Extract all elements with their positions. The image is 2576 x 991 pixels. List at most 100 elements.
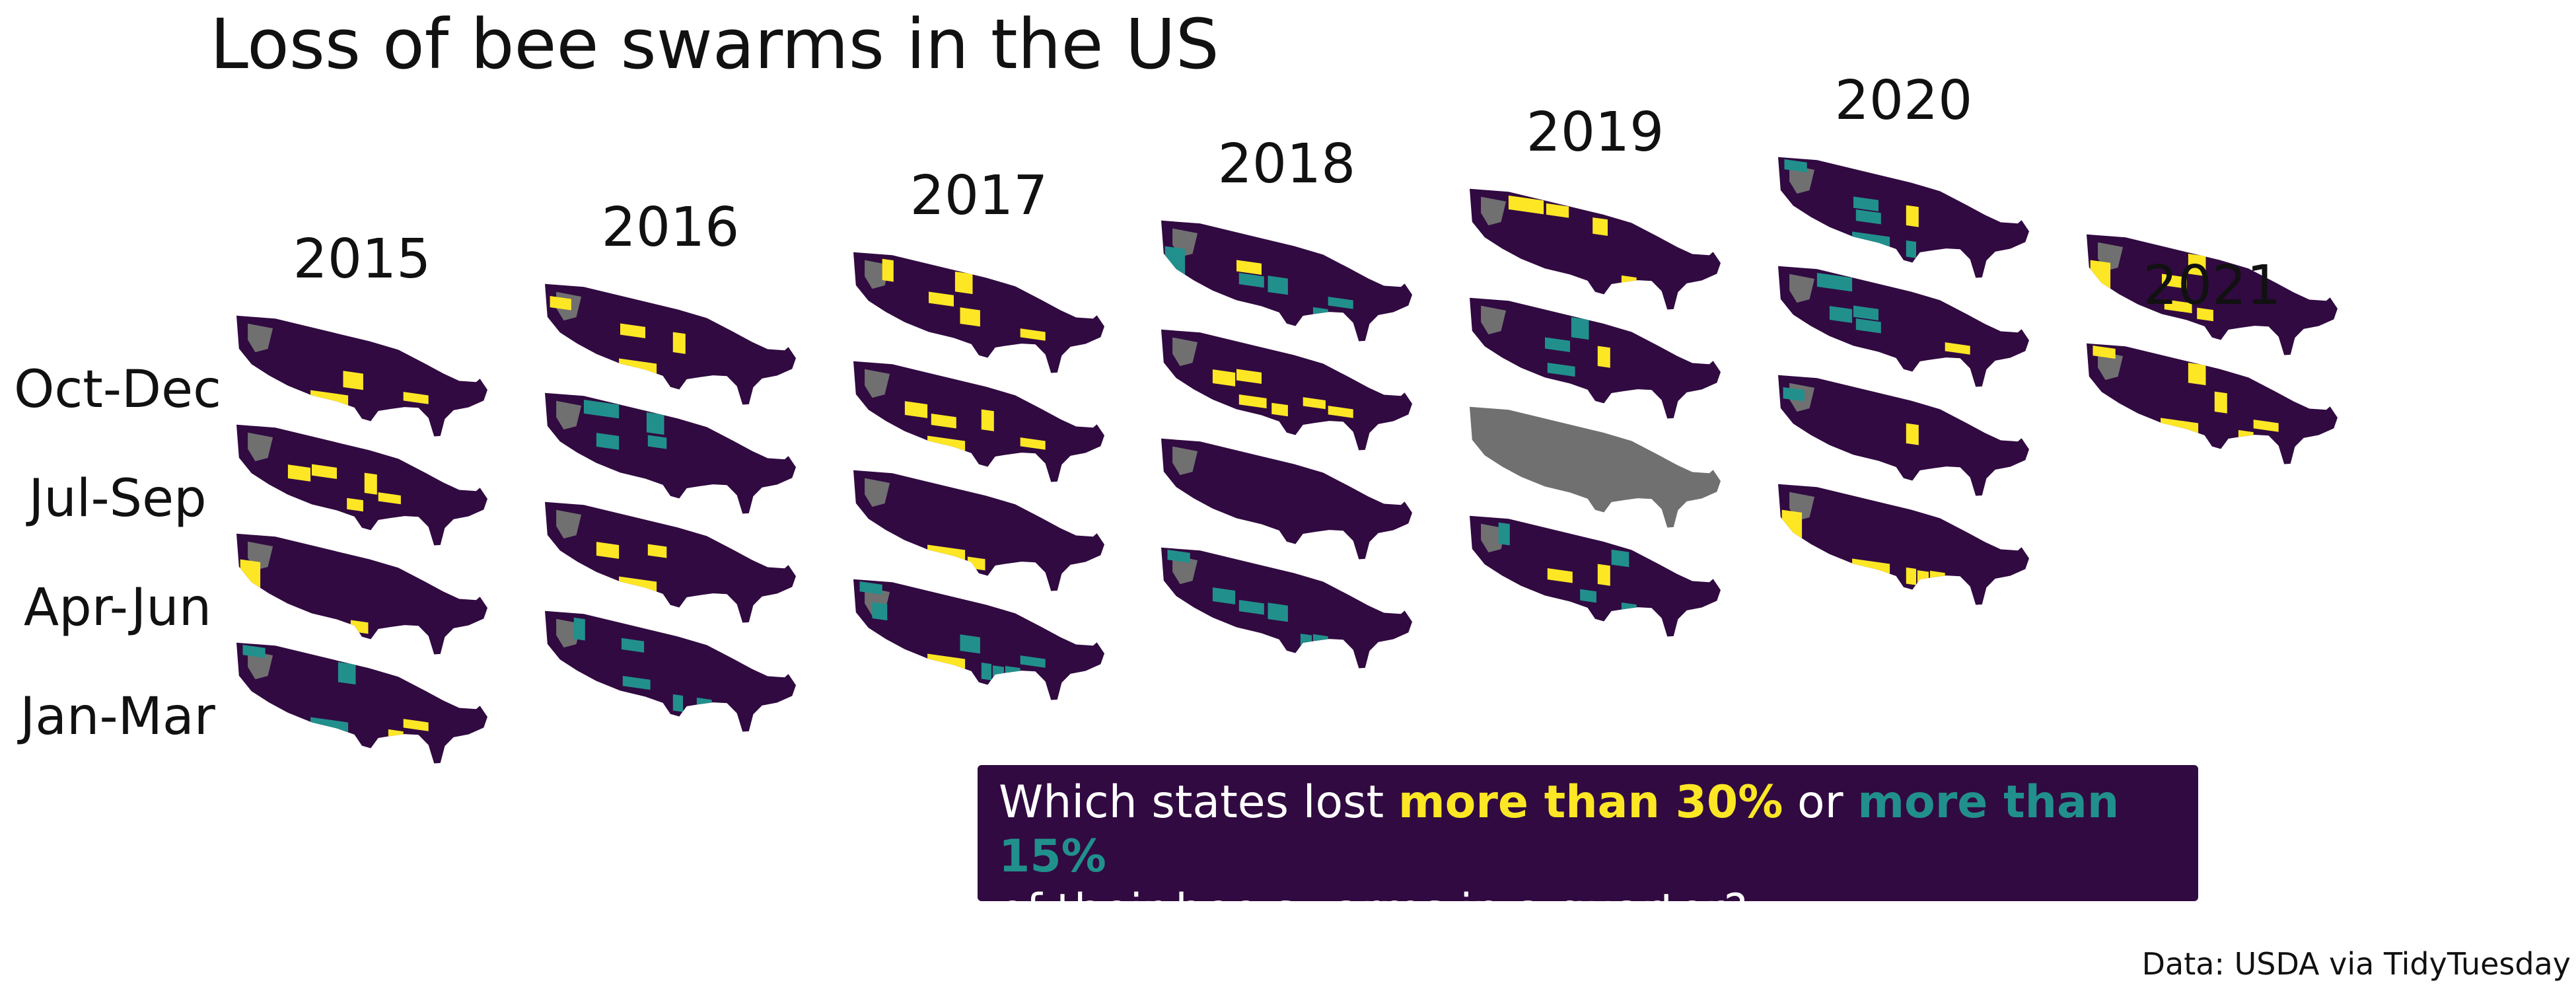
year-label-2021: 2021 [2143,254,2281,317]
state-ga-teal [1621,602,1637,621]
state-missing-nv [1172,446,1198,476]
state-tx-teal [1852,231,1890,262]
map-panel-2015-apr-jun [236,533,488,655]
state-il-yellow [2214,391,2227,414]
state-id-yellow [882,258,894,282]
state-mt-yellow [1508,195,1544,215]
state-ia-yellow [647,544,667,558]
state-ca-yellow [240,559,261,590]
us-map-base [236,424,488,546]
state-mn-teal [646,412,664,435]
state-nc-yellow [1328,406,1353,418]
state-missing-nv [1172,337,1198,367]
state-tx-yellow [927,435,966,466]
state-or-yellow [550,295,571,311]
state-sd-teal [621,638,645,653]
state-ga-teal [696,697,712,716]
state-al-teal [992,665,1005,682]
state-co-teal [1829,306,1853,323]
state-nc-yellow [1020,437,1046,450]
state-tx-yellow [927,544,966,575]
state-nc-yellow [1945,342,1970,355]
state-wi-yellow [1592,217,1608,236]
state-mt-teal [583,399,620,419]
state-tx-yellow [619,358,657,389]
state-ok-yellow [2164,299,2192,314]
state-ne-yellow [2162,274,2188,289]
map-panel-2017-oct-dec [853,252,1105,373]
state-il-yellow [364,472,377,495]
state-ca-teal [1164,246,1186,277]
state-ks-teal [1855,209,1881,225]
state-ms-teal [672,694,684,712]
state-ma-yellow [1372,595,1391,606]
map-panel-2015-oct-dec [236,315,488,437]
state-missing-nv [248,650,273,680]
map-panel-2020-oct-dec [1778,157,2030,278]
map-panel-2018-jan-mar [1161,547,1413,669]
state-missing-nv [556,400,582,430]
state-missing-nv [1789,274,1815,303]
state-ne-teal [1545,337,1571,352]
state-ia-teal [647,435,667,449]
state-nv-teal [872,602,888,621]
state-ca-yellow [1781,509,1803,540]
state-ar-yellow [2197,307,2213,322]
map-panel-2019-jan-mar [1470,515,1721,637]
state-missing-nv [556,509,582,539]
state-ms-teal [981,662,992,680]
us-map-base [853,361,1105,482]
us-map-base [2087,343,2338,464]
state-co-teal [596,433,620,450]
state-ne-teal [1853,196,1879,211]
state-ok-yellow [1238,394,1267,409]
state-ne-yellow [1236,369,1262,384]
state-ms-teal [1906,240,1917,258]
state-mn-yellow [2188,363,2206,386]
state-ma-yellow [1064,626,1083,638]
us-map-base [545,501,797,623]
state-wa-teal [1167,550,1190,564]
us-map-base [1470,297,1721,419]
map-panel-2017-jul-sep [853,361,1105,482]
state-mn-teal [338,662,356,685]
map-panel-2021-apr-jun [2087,343,2338,464]
state-ms-yellow [1906,567,1917,585]
state-ks-yellow [1547,568,1573,583]
chart-title: Loss of bee swarms in the US [210,4,1219,85]
state-co-yellow [287,464,311,482]
state-or-teal [1783,386,1805,402]
state-il-yellow [672,332,686,354]
map-panel-2015-jul-sep [236,424,488,546]
state-tx-yellow [310,390,349,421]
state-missing-nv [1481,305,1507,335]
map-panel-2016-apr-jun [545,501,797,623]
state-mn-yellow [954,272,973,295]
state-ar-yellow [1271,402,1288,417]
state-mo-yellow [960,307,980,327]
state-missing-nv [865,478,890,507]
state-nc-yellow [1020,328,1046,341]
state-wa-teal [1784,159,1807,173]
quarter-label-apr-jun: Apr-Jun [23,578,212,638]
state-wa-teal [242,645,266,659]
map-panel-2019-jul-sep [1470,297,1721,419]
state-co-teal [1212,587,1236,605]
state-nc-yellow [403,392,429,404]
state-missing-nv [865,369,890,398]
caption-connector: or [1783,776,1858,828]
state-ky-yellow [378,492,401,505]
state-co-yellow [596,542,620,559]
source-note: Data: USDA via TidyTuesday [2141,946,2571,982]
state-nd-yellow [1546,203,1569,218]
caption-yellow-text: more than 30% [1398,776,1783,828]
state-mn-yellow [2188,254,2206,277]
state-ga-teal [1005,665,1020,684]
map-panel-2016-jul-sep [545,392,797,514]
state-ks-yellow [931,414,956,429]
state-ar-teal [1580,589,1596,603]
state-co-yellow [1212,369,1236,386]
state-tx-yellow [927,653,966,684]
state-ky-yellow [1303,397,1326,410]
quarter-label-jul-sep: Jul-Sep [28,469,207,529]
